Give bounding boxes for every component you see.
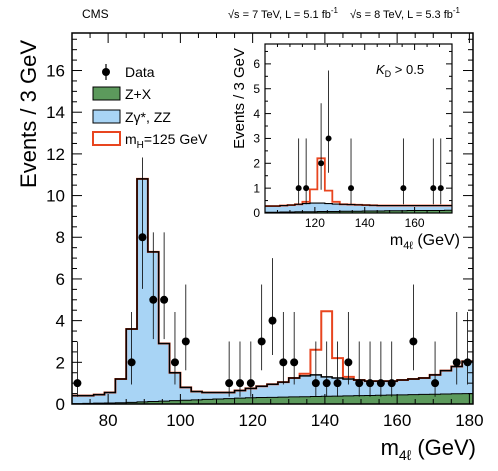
data-point: [322, 379, 331, 388]
data-point: [409, 337, 418, 346]
x-tick-label: 100: [166, 411, 194, 430]
inset-background: [265, 44, 452, 213]
data-point: [333, 379, 342, 388]
y-tick-label: 0: [253, 206, 260, 220]
data-point: [348, 185, 355, 192]
data-point: [387, 379, 396, 388]
data-point: [431, 379, 440, 388]
data-point: [73, 379, 82, 388]
y-tick-label: 2: [56, 353, 65, 372]
data-point: [430, 185, 437, 192]
data-point: [325, 135, 332, 142]
legend-signal-swatch: [92, 131, 121, 146]
main-data-points: [73, 157, 472, 397]
inset-y-axis-label: Events / 3 GeV: [231, 48, 248, 149]
inset-kd-annotation: KD > 0.5: [376, 62, 424, 79]
lumi-8tev: √s = 8 TeV, L = 5.3 fb-1: [350, 6, 461, 21]
legend-data-label: Data: [125, 64, 155, 80]
x-tick-label: 140: [355, 216, 375, 230]
data-point: [160, 295, 169, 304]
y-tick-label: 6: [253, 57, 260, 71]
y-tick-label: 8: [56, 228, 65, 247]
data-point: [303, 185, 310, 192]
data-point: [181, 337, 190, 346]
y-tick-label: 5: [253, 82, 260, 96]
experiment-label: CMS: [82, 7, 109, 21]
legend-zz-swatch: [92, 109, 121, 124]
x-tick-label: 120: [238, 411, 266, 430]
y-tick-label: 4: [56, 312, 65, 331]
data-point: [295, 185, 302, 192]
x-tick-label: 160: [383, 411, 411, 430]
x-tick-label: 140: [311, 411, 339, 430]
data-point: [170, 358, 179, 367]
data-point: [257, 337, 266, 346]
legend-zz-label: Zγ*, ZZ: [125, 109, 171, 125]
data-point: [311, 379, 320, 388]
main-y-axis-label: Events / 3 GeV: [16, 40, 41, 188]
inset-histograms: [264, 157, 453, 214]
data-point: [246, 379, 255, 388]
data-point: [279, 358, 288, 367]
x-tick-label: 80: [99, 411, 118, 430]
x-tick-label: 180: [455, 411, 483, 430]
data-point: [235, 379, 244, 388]
legend-zx-swatch: [92, 86, 121, 101]
y-tick-label: 3: [253, 132, 260, 146]
zz-outline: [265, 202, 452, 207]
legend: Data Z+X Zγ*, ZZ mH=125 GeV: [92, 64, 208, 151]
data-point: [318, 160, 325, 167]
data-point: [225, 379, 234, 388]
inset-x-axis-label: m4ℓ (GeV): [390, 232, 460, 252]
y-tick-label: 0: [56, 395, 65, 414]
data-point: [355, 379, 364, 388]
data-point: [268, 316, 277, 325]
y-tick-label: 6: [56, 270, 65, 289]
main-x-axis-label: m4ℓ (GeV): [381, 435, 476, 463]
data-point: [290, 358, 299, 367]
inset-plot: 120 140 160 0 1 2 3 4 5 6 Events / 3 GeV m4ℓ (GeV…: [231, 43, 460, 252]
legend-signal-label: mH=125 GeV: [125, 131, 208, 151]
y-tick-label: 10: [46, 187, 65, 206]
y-tick-label: 1: [253, 181, 260, 195]
x-tick-label: 160: [405, 216, 425, 230]
data-point: [437, 185, 444, 192]
y-tick-label: 2: [253, 156, 260, 170]
data-point: [344, 358, 353, 367]
data-point: [376, 379, 385, 388]
data-point: [400, 185, 407, 192]
inset-plot-frame: [264, 43, 453, 214]
main-plot-frame: [71, 32, 474, 405]
x-tick-label: 120: [305, 216, 325, 230]
data-point: [138, 233, 147, 242]
legend-data-marker: [102, 68, 110, 76]
zx-histogram: [71, 393, 474, 405]
inset-axes: 120 140 160 0 1 2 3 4 5 6: [253, 44, 453, 230]
data-point: [149, 295, 158, 304]
data-point: [452, 358, 461, 367]
zz-outline: [72, 178, 473, 397]
y-tick-label: 4: [253, 107, 260, 121]
y-tick-label: 14: [46, 103, 65, 122]
y-tick-label: 16: [46, 61, 65, 80]
lumi-7tev: √s = 7 TeV, L = 5.1 fb-1: [228, 6, 339, 21]
y-tick-label: 12: [46, 145, 65, 164]
inset-data-points: [295, 70, 444, 205]
data-point: [127, 358, 136, 367]
zx-histogram: [264, 209, 453, 214]
data-point: [366, 379, 375, 388]
legend-zx-label: Z+X: [125, 86, 152, 102]
